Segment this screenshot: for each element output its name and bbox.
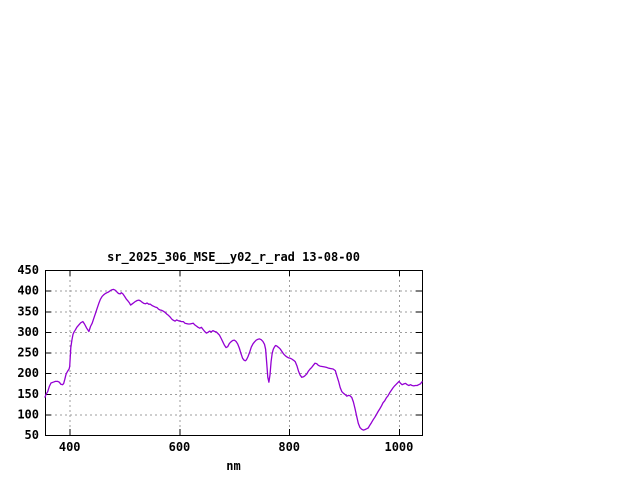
- y-tick-label: 250: [17, 346, 39, 360]
- x-tick-label: 1000: [384, 440, 413, 454]
- chart-title: sr_2025_306_MSE__y02_r_rad 13-08-00: [107, 250, 360, 264]
- x-tick-label: 400: [59, 440, 81, 454]
- y-tick-label: 300: [17, 325, 39, 339]
- y-tick-label: 450: [17, 263, 39, 277]
- y-tick-label: 200: [17, 366, 39, 380]
- y-tick-label: 350: [17, 304, 39, 318]
- x-axis-label: nm: [226, 459, 241, 473]
- y-tick-label: 400: [17, 284, 39, 298]
- y-tick-label: 150: [17, 387, 39, 401]
- y-tick-label: 50: [25, 428, 39, 442]
- x-tick-label: 600: [169, 440, 191, 454]
- data-line: [44, 288, 423, 431]
- y-tick-label: 100: [17, 407, 39, 421]
- x-tick-label: 800: [278, 440, 300, 454]
